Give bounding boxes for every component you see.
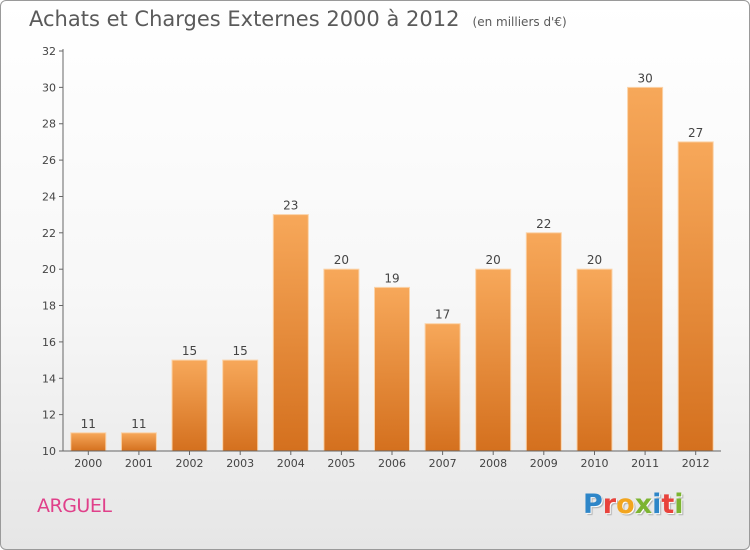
bar-2010	[576, 268, 613, 452]
x-tick-label-2009: 2009	[530, 457, 558, 470]
y-tick-label-26: 26	[42, 154, 56, 167]
bar-2005	[323, 268, 360, 452]
value-label-2011: 30	[637, 71, 652, 85]
value-label-2003: 15	[233, 344, 248, 358]
bar-2004	[272, 214, 309, 452]
axes-group: 2000 2001 2002 2003 2004 2005 2006 2007 2008 2009…	[42, 45, 721, 470]
logo-letter: o	[616, 489, 635, 520]
bar-2000	[70, 432, 107, 452]
x-tick-label-2006: 2006	[378, 457, 406, 470]
x-tick-label-2004: 2004	[277, 457, 305, 470]
y-tick-label-22: 22	[42, 227, 56, 240]
value-label-2007: 17	[435, 308, 450, 322]
logo-letter: r	[602, 489, 617, 520]
y-tick-label-32: 32	[42, 45, 56, 58]
x-tick-label-2011: 2011	[631, 457, 659, 470]
y-tick-label-28: 28	[42, 118, 56, 131]
y-tick-label-20: 20	[42, 263, 56, 276]
y-tick-label-18: 18	[42, 300, 56, 313]
bar-2007	[424, 323, 461, 452]
value-label-2009: 22	[536, 217, 551, 231]
logo-letter: i	[652, 489, 662, 520]
bar-2012	[677, 141, 714, 452]
bar-2002	[171, 359, 208, 452]
bars-group: 11 11 15 15 23 20 19 17 20 22 20 30 27	[70, 71, 714, 452]
bar-2003	[222, 359, 259, 452]
value-label-2012: 27	[688, 126, 703, 140]
bar-2009	[525, 232, 562, 452]
value-label-2008: 20	[486, 253, 501, 267]
bar-2006	[374, 286, 410, 452]
logo-letter: t	[661, 489, 675, 520]
bar-2008	[475, 268, 512, 452]
y-tick-label-10: 10	[42, 445, 56, 458]
x-tick-label-2002: 2002	[176, 457, 204, 470]
x-tick-label-2000: 2000	[74, 457, 102, 470]
proxiti-logo[interactable]: Proxiti	[583, 489, 684, 520]
chart-subtitle: (en milliers d'€)	[472, 15, 567, 29]
x-tick-label-2007: 2007	[429, 457, 457, 470]
x-tick-label-2005: 2005	[327, 457, 355, 470]
value-label-2005: 20	[334, 253, 349, 267]
y-tick-label-24: 24	[42, 191, 56, 204]
value-label-2006: 19	[384, 271, 399, 285]
bar-2011	[627, 86, 664, 452]
value-label-2002: 15	[182, 344, 197, 358]
value-label-2010: 20	[587, 253, 602, 267]
value-label-2004: 23	[283, 199, 298, 213]
x-tick-label-2012: 2012	[682, 457, 710, 470]
x-tick-label-2010: 2010	[581, 457, 609, 470]
x-tick-label-2003: 2003	[226, 457, 254, 470]
logo-letter: P	[583, 489, 603, 520]
y-tick-label-30: 30	[42, 81, 56, 94]
commune-name: ARGUEL	[37, 495, 112, 517]
y-tick-label-14: 14	[42, 372, 56, 385]
y-tick-label-12: 12	[42, 409, 56, 422]
chart-title-block: Achats et Charges Externes 2000 à 2012 (…	[29, 7, 567, 31]
logo-letter: i	[674, 489, 684, 520]
y-tick-label-16: 16	[42, 336, 56, 349]
value-label-2000: 11	[81, 417, 96, 431]
value-label-2001: 11	[131, 417, 146, 431]
bar-2001	[120, 432, 157, 452]
logo-letter: x	[634, 489, 653, 520]
chart-title: Achats et Charges Externes 2000 à 2012	[29, 7, 460, 31]
x-tick-label-2008: 2008	[479, 457, 507, 470]
x-tick-label-2001: 2001	[125, 457, 153, 470]
